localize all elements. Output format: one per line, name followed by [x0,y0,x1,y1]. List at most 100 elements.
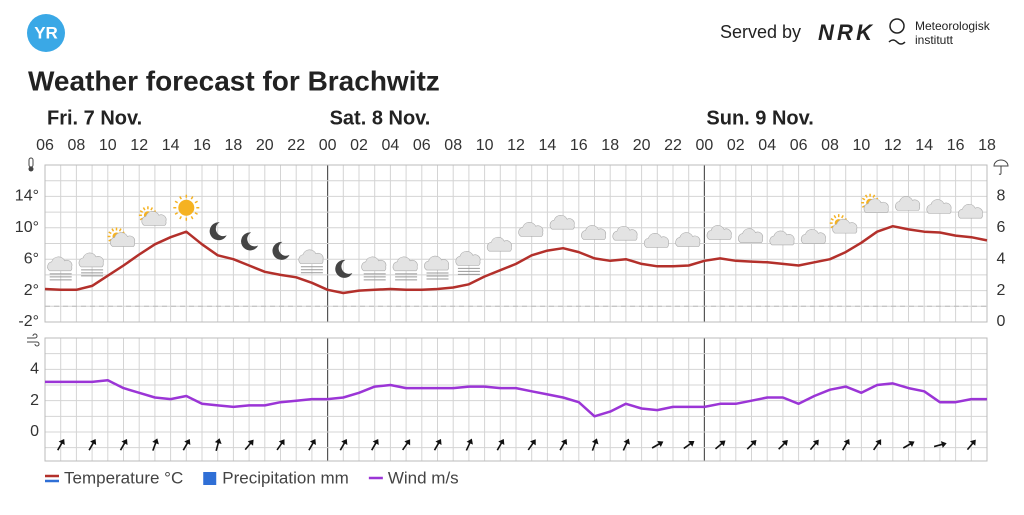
weather-icon [706,225,732,240]
wind-arrow [276,439,285,451]
y2-tick-label: 2 [997,282,1006,299]
wind-arrow [873,439,882,451]
cloud [863,198,889,214]
arrow-head [121,438,128,446]
wind-arrow [933,441,947,448]
weather-icon [643,233,669,248]
weather-icon [926,199,952,214]
y-tick-label: -2° [18,313,39,330]
weather-icon [738,228,764,243]
weather-icon [861,193,889,214]
wind-arrow [119,438,128,451]
legend-label: Temperature °C [64,468,183,487]
x-tick-label: 10 [99,137,117,154]
weather-icon [518,222,544,237]
thermometer-icon [28,157,34,172]
arrow-head [90,438,97,446]
wind-arrow [465,438,473,451]
cloud [832,218,858,234]
moon [209,222,227,241]
weather-icon [78,252,104,277]
x-tick-label: 20 [256,137,274,154]
panel-border [44,164,988,323]
y-tick-label: 0 [30,423,39,440]
y-tick-label: 2 [30,392,39,409]
x-tick-label: 04 [758,137,776,154]
cloud [706,225,732,240]
x-tick-label: 02 [727,137,745,154]
weather-icon [138,206,167,226]
x-tick-label: 14 [539,137,557,154]
weather-icon [335,259,353,278]
sun-ray [864,194,868,198]
arrow-head [875,439,882,446]
weather-icon [173,194,200,221]
day-label: Sat. 8 Nov. [330,107,431,129]
cloud [47,256,73,272]
arrow-head [58,438,65,446]
moon [272,241,290,260]
wind-arrow [402,439,411,451]
day-label: Fri. 7 Nov. [47,107,142,129]
sun-ray [118,228,122,232]
wind-arrow [622,438,630,451]
wind-arrow [496,438,505,451]
day-label: Sun. 9 Nov. [706,107,813,129]
arrow-head [184,438,191,446]
wind-arrow [651,440,664,449]
chart-title: Weather forecast for Brachwitz [28,65,440,96]
arrow-head [719,440,726,447]
y-tick-label: 14° [15,188,39,205]
arrow-head [529,439,536,446]
wind-arrow [214,438,222,452]
moon [335,259,353,278]
arrow-head [812,439,819,446]
sun-ray [190,216,194,220]
x-tick-label: 08 [68,137,86,154]
served-by: Served by [720,22,801,42]
x-tick-label: 00 [319,137,337,154]
sun-ray [190,196,194,200]
cloud [141,211,167,226]
x-tick-label: 16 [947,137,965,154]
sun-ray [841,214,844,219]
cloud [769,230,795,246]
met-name: institutt [915,33,954,47]
sun-ray [142,207,146,211]
cloud [800,229,826,244]
weather-icon [298,249,324,274]
y-tick-label: 6° [24,250,39,267]
met-name: Meteorologisk [915,19,991,33]
y2-tick-label: 6 [997,219,1006,236]
x-tick-label: 22 [287,137,305,154]
x-tick-label: 16 [193,137,211,154]
arrow-head [341,438,348,446]
sun-ray [830,217,834,221]
weather-icon [209,222,227,241]
arrow-head [214,438,222,444]
x-tick-label: 06 [790,137,808,154]
cloud [612,225,638,241]
arrow-head [591,438,599,445]
cloud [518,222,544,237]
weather-icon [392,256,418,281]
sun-ray [194,200,198,204]
wind-arrow [88,438,97,451]
weather-icon [107,227,136,247]
legend-label: Precipitation mm [222,468,349,487]
wind-arrow [559,438,568,451]
x-tick-label: 12 [507,137,525,154]
x-tick-label: 20 [633,137,651,154]
met-logo [889,18,905,34]
cloud [895,196,921,211]
umbrella-icon [993,159,1009,175]
x-tick-label: 12 [884,137,902,154]
met-wave [888,39,906,45]
sun-ray [861,197,866,201]
weather-icon [800,229,826,244]
cloud [486,236,512,252]
weather-icon [486,236,512,252]
wind-arrow [902,440,915,449]
moon [241,232,259,251]
